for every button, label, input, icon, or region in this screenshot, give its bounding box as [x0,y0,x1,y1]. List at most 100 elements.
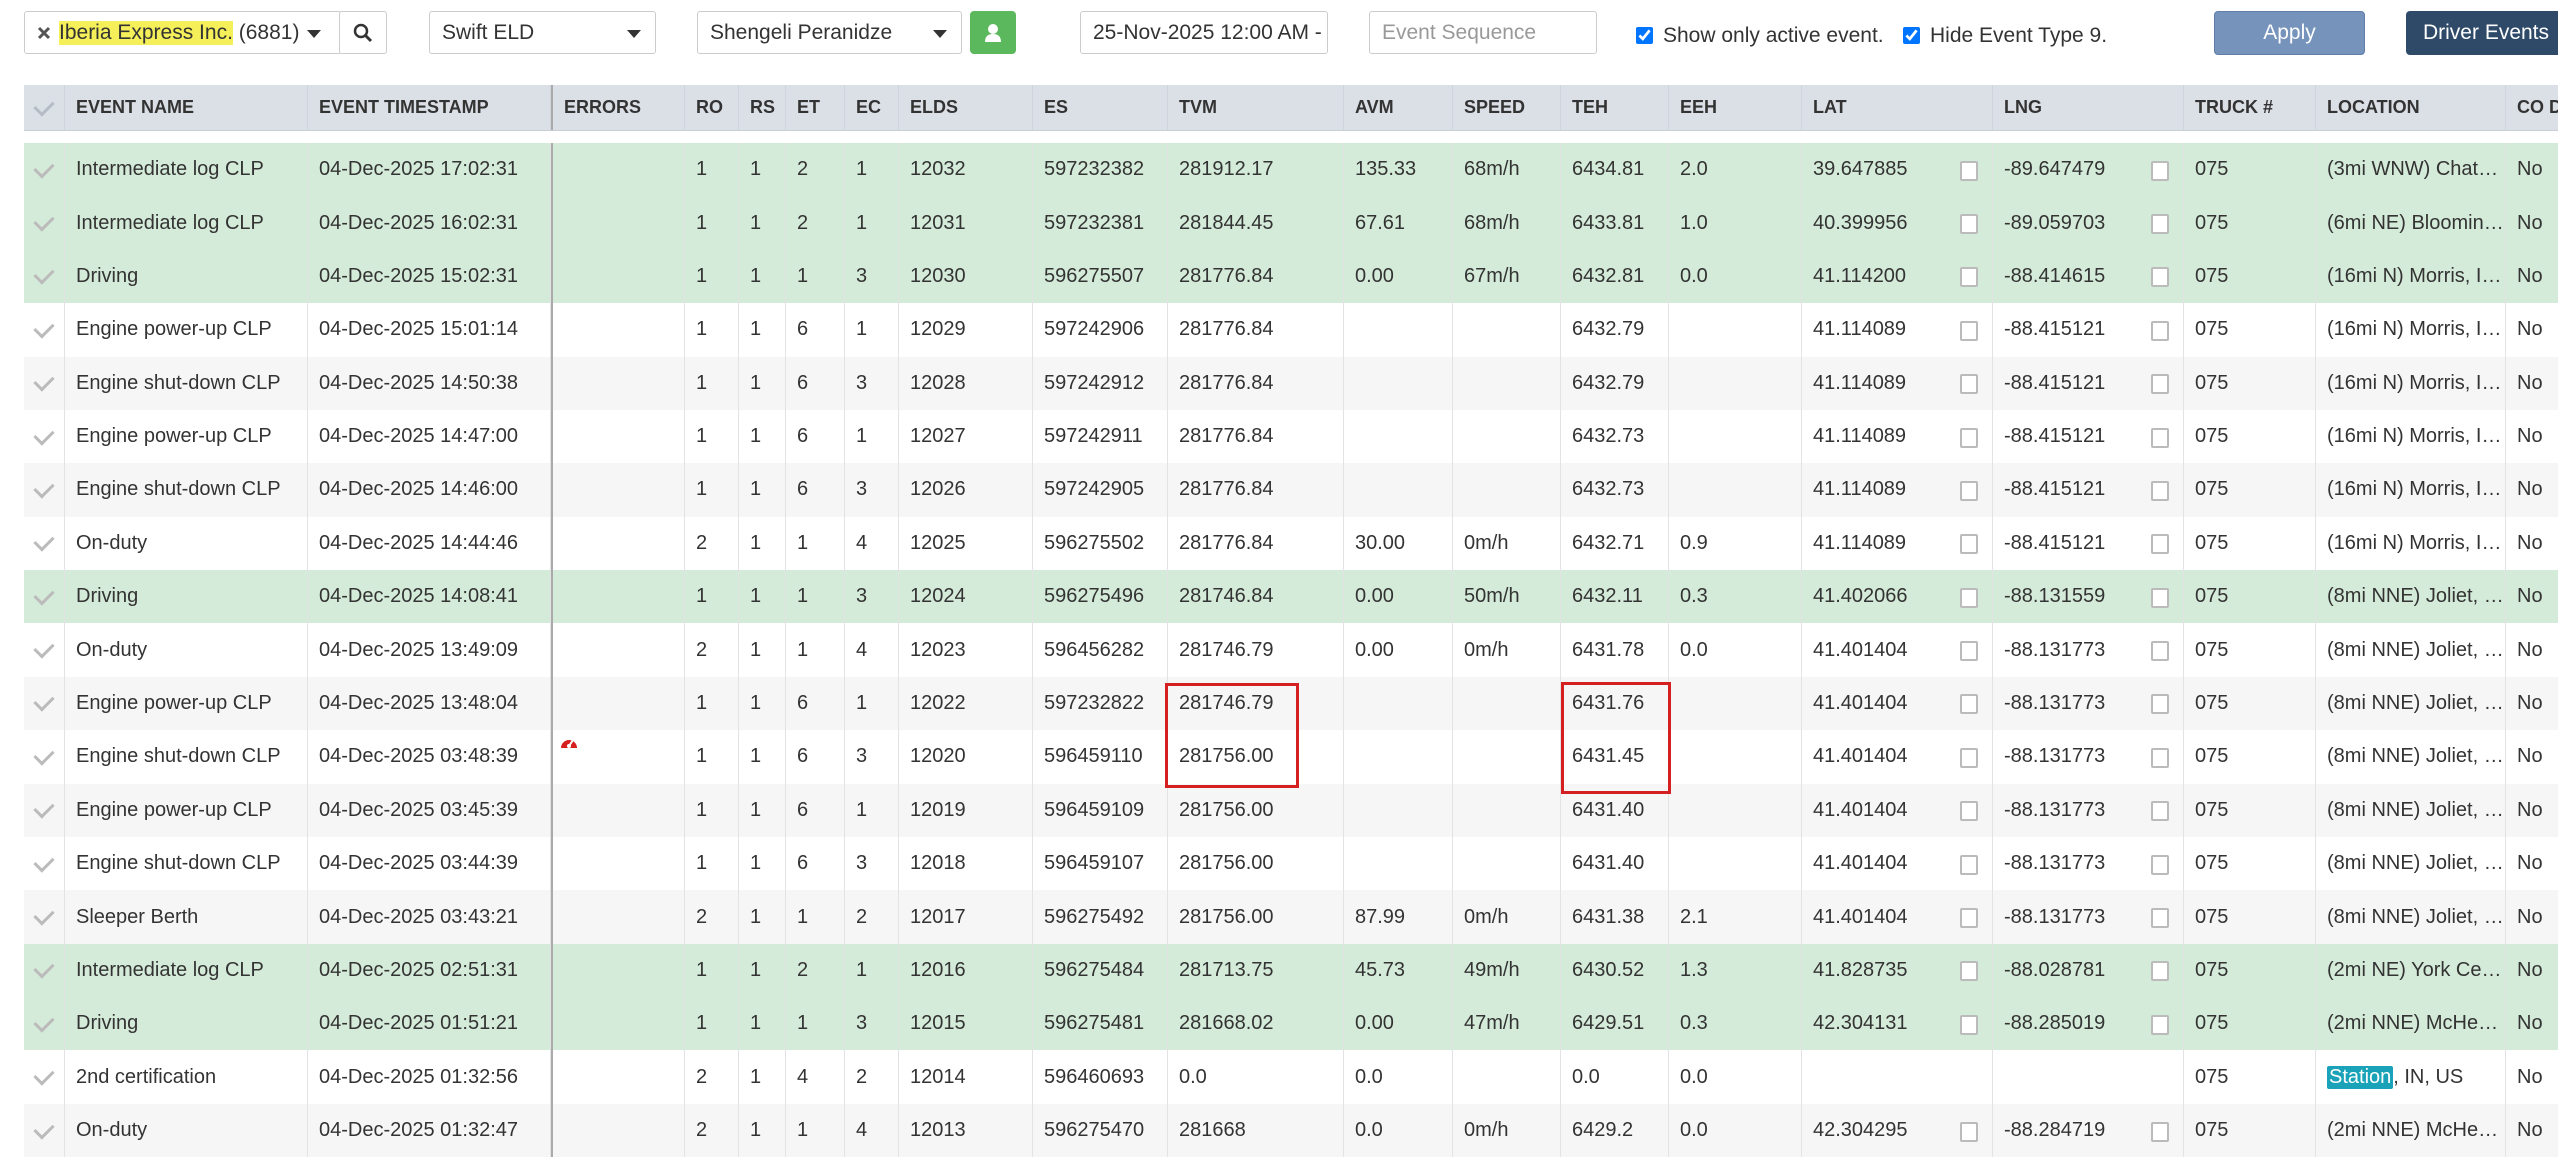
driver-events-button[interactable]: Driver Events [2406,11,2558,55]
copy-icon[interactable] [1955,1009,1978,1035]
date-range-input[interactable]: 25-Nov-2025 12:00 AM - 0 [1080,11,1328,54]
cell-text: Engine power-up CLP [76,691,272,714]
row-select[interactable] [24,623,65,677]
apply-button[interactable]: Apply [2214,11,2365,55]
event-row: Intermediate log CLP 04-Dec-2025 02:51:31… [24,943,2558,999]
row-select[interactable] [24,1050,65,1104]
row-select[interactable] [24,730,65,784]
copy-icon[interactable] [1955,796,1978,822]
copy-icon[interactable] [2146,689,2169,715]
cell: 1 [845,143,899,197]
copy-icon[interactable] [1955,422,1978,448]
cell-text: No [2517,798,2543,821]
cell: 596456282 [1033,623,1168,677]
cell: 1 [739,623,786,677]
copy-icon[interactable] [1955,582,1978,608]
cell-text: 12017 [910,905,966,928]
company-select[interactable]: Iberia Express Inc. (6881) [24,11,342,54]
search-button[interactable] [339,11,387,54]
row-select[interactable] [24,143,65,197]
copy-icon[interactable] [1955,529,1978,555]
copy-icon[interactable] [1955,369,1978,395]
copy-icon[interactable] [2146,369,2169,395]
copy-icon[interactable] [1955,956,1978,982]
copy-icon[interactable] [2146,209,2169,235]
copy-icon[interactable] [1955,689,1978,715]
row-select[interactable] [24,997,65,1051]
copy-icon[interactable] [2146,1009,2169,1035]
copy-icon[interactable] [2146,796,2169,822]
clear-icon[interactable] [37,26,51,40]
cell: 6429.51 [1561,997,1669,1051]
row-select[interactable] [24,409,65,464]
row-select[interactable] [24,356,65,410]
column-header: ELDS [899,85,1033,130]
copy-icon[interactable] [2146,636,2169,662]
copy-icon[interactable] [1955,903,1978,928]
cell [1802,1050,1993,1104]
cell: 1 [739,196,786,250]
row-select[interactable] [24,463,65,517]
cell: 6431.40 [1561,783,1669,837]
active-only-checkbox[interactable]: Show only active event. [1636,14,1884,57]
event-sequence-input[interactable]: Event Sequence [1369,11,1597,54]
row-select[interactable] [24,1103,65,1157]
copy-icon[interactable] [2146,315,2169,341]
error-icon[interactable] [559,734,579,750]
event-row: Driving 04-Dec-2025 01:51:21 1 1 1 3 12015 5962… [24,997,2558,1052]
cell-text: 6 [797,798,809,821]
checkbox[interactable] [1636,27,1653,44]
driver-select[interactable]: Shengeli Peranidze [697,11,962,54]
copy-icon[interactable] [2146,422,2169,448]
cell-text: 2 [797,211,809,234]
copy-icon[interactable] [1955,1116,1978,1142]
copy-icon[interactable] [2146,475,2169,501]
row-select[interactable] [24,676,65,731]
row-select[interactable] [24,943,65,998]
column-header: TVM [1168,85,1344,130]
cell: 87.99 [1344,890,1453,944]
provider-select[interactable]: Swift ELD [429,11,656,54]
cell: 12016 [899,943,1033,998]
hide-type9-checkbox[interactable]: Hide Event Type 9. [1903,14,2107,57]
cell-text: 0.00 [1355,638,1394,661]
cell-text: 1 [797,638,809,661]
copy-icon[interactable] [2146,529,2169,555]
row-select[interactable] [24,516,65,571]
cell-text: 6429.51 [1572,1012,1645,1035]
cell: 596459109 [1033,783,1168,837]
row-select[interactable] [24,783,65,837]
copy-icon[interactable] [1955,315,1978,341]
cell [1669,463,1802,517]
row-select[interactable] [24,303,65,357]
cell [551,516,685,571]
copy-icon[interactable] [2146,849,2169,875]
copy-icon[interactable] [2146,582,2169,608]
copy-icon[interactable] [2146,155,2169,181]
row-select[interactable] [24,890,65,944]
checkbox[interactable] [1903,27,1920,44]
cell-text: 597242911 [1044,425,1143,448]
copy-icon[interactable] [2146,903,2169,928]
copy-icon[interactable] [2146,742,2169,768]
copy-icon[interactable] [2146,1116,2169,1142]
copy-icon[interactable] [1955,475,1978,501]
row-select[interactable] [24,249,65,304]
cell: On-duty [65,623,308,677]
cell: 0.00 [1344,249,1453,304]
row-select[interactable] [24,836,65,891]
row-select[interactable] [24,196,65,250]
cell: 2 [685,623,739,677]
copy-icon[interactable] [1955,636,1978,662]
copy-icon[interactable] [1955,849,1978,875]
copy-icon[interactable] [1955,262,1978,288]
copy-icon[interactable] [1955,209,1978,235]
driver-button[interactable] [970,11,1016,54]
copy-icon[interactable] [2146,956,2169,982]
copy-icon[interactable] [1955,742,1978,768]
row-select[interactable] [24,570,65,624]
cell-text: 3 [856,852,868,875]
cell-text: On-duty [76,1119,148,1142]
copy-icon[interactable] [2146,262,2169,288]
copy-icon[interactable] [1955,155,1978,181]
